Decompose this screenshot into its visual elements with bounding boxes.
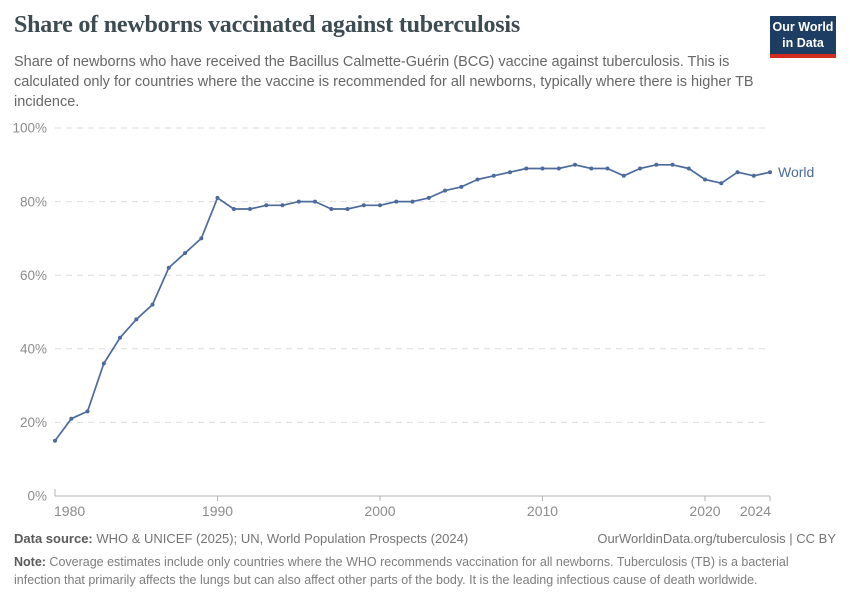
data-point bbox=[556, 166, 561, 171]
data-point bbox=[118, 335, 122, 340]
y-axis-tick-label: 40% bbox=[20, 342, 47, 357]
data-point bbox=[394, 199, 399, 204]
data-point bbox=[231, 207, 236, 211]
data-point bbox=[703, 177, 707, 182]
data-source-label: Data source: bbox=[14, 531, 93, 546]
data-point bbox=[69, 416, 74, 421]
x-axis-tick-label: 2010 bbox=[527, 503, 558, 519]
x-axis-tick-label: 2024 bbox=[740, 503, 771, 519]
data-point bbox=[101, 361, 106, 366]
data-point bbox=[215, 195, 220, 200]
data-point bbox=[459, 184, 464, 189]
footer-note: Note: Coverage estimates include only co… bbox=[14, 555, 789, 588]
data-point bbox=[508, 170, 512, 175]
data-point bbox=[280, 203, 285, 208]
owid-logo-line1: Our World bbox=[772, 20, 834, 34]
data-point bbox=[540, 166, 545, 171]
data-point bbox=[524, 166, 529, 171]
data-point bbox=[443, 188, 447, 193]
owid-logo: Our World in Data bbox=[770, 16, 836, 59]
data-point bbox=[183, 251, 187, 256]
footer-source-row: Data source: WHO & UNICEF (2025); UN, Wo… bbox=[14, 531, 836, 546]
y-axis-tick-label: 20% bbox=[20, 415, 47, 430]
data-point bbox=[589, 166, 594, 171]
data-point bbox=[670, 162, 675, 167]
data-point bbox=[313, 199, 317, 204]
data-point bbox=[475, 177, 480, 182]
data-point bbox=[150, 302, 155, 307]
data-point bbox=[134, 317, 139, 322]
data-point bbox=[735, 170, 740, 175]
y-axis-tick-label: 80% bbox=[20, 194, 47, 209]
data-point bbox=[751, 173, 756, 178]
data-point bbox=[378, 203, 382, 208]
data-point bbox=[686, 166, 691, 171]
data-point bbox=[621, 173, 626, 178]
line-chart[interactable]: 0% 20% 40% 60% 80% 100% 1980 1990 2000 2010 2020 20… bbox=[0, 115, 850, 527]
note-label: Note: bbox=[14, 555, 46, 569]
x-axis-tick-label: 1990 bbox=[202, 503, 233, 519]
data-point bbox=[426, 195, 431, 200]
data-point bbox=[719, 181, 724, 186]
license-link[interactable]: OurWorldinData.org/tuberculosis | CC BY bbox=[597, 531, 836, 546]
data-point bbox=[296, 199, 301, 204]
data-point bbox=[53, 438, 57, 443]
y-axis-tick-label: 0% bbox=[27, 489, 47, 504]
data-point bbox=[410, 199, 415, 204]
y-axis-tick-label: 100% bbox=[12, 121, 47, 136]
x-axis-tick-label: 1980 bbox=[54, 503, 85, 519]
data-point bbox=[573, 162, 577, 167]
data-point bbox=[361, 203, 366, 208]
y-axis-tick-label: 60% bbox=[20, 268, 47, 283]
data-point bbox=[329, 207, 334, 211]
x-axis-tick-label: 2020 bbox=[689, 503, 720, 519]
data-point bbox=[85, 409, 90, 414]
data-point bbox=[166, 265, 171, 270]
world-series-label[interactable]: World bbox=[778, 164, 814, 180]
owid-logo-line2: in Data bbox=[782, 35, 824, 50]
data-point bbox=[768, 170, 772, 175]
data-source-text: Data source: WHO & UNICEF (2025); UN, Wo… bbox=[14, 531, 469, 546]
data-point bbox=[638, 166, 642, 171]
world-trend-line[interactable] bbox=[54, 163, 771, 442]
data-point bbox=[605, 166, 610, 171]
chart-subtitle: Share of newborns who have received the … bbox=[14, 54, 754, 110]
data-point bbox=[654, 162, 659, 167]
data-point bbox=[248, 207, 252, 211]
x-axis-tick-label: 2000 bbox=[364, 503, 395, 519]
data-point bbox=[264, 203, 269, 208]
page-title: Share of newborns vaccinated against tub… bbox=[14, 12, 521, 38]
data-point bbox=[345, 207, 350, 211]
data-point bbox=[199, 236, 204, 241]
data-point bbox=[491, 173, 496, 178]
